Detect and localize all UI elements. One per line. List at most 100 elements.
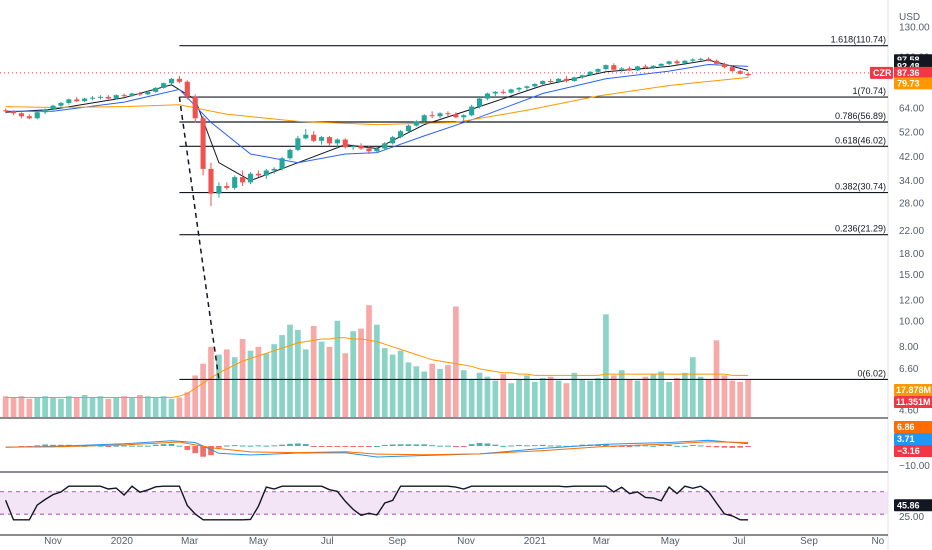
macd-histogram-bar (674, 445, 680, 447)
volume-bar (310, 326, 317, 417)
candle-body (658, 63, 664, 66)
macd-histogram-bar (429, 445, 435, 447)
candle-body (216, 186, 222, 194)
candle-body (66, 99, 72, 103)
volume-bar (603, 314, 609, 417)
volume-bar (697, 376, 704, 417)
macd-histogram-bar (271, 445, 278, 447)
volume-bar (302, 349, 309, 417)
macd-histogram-bar (531, 445, 538, 447)
candle-body (350, 145, 356, 148)
volume-bar (555, 380, 562, 417)
volume-bar (137, 394, 143, 417)
candle-body (319, 137, 325, 141)
volume-ma-line (5, 337, 749, 398)
macd-histogram-bar (603, 444, 609, 446)
candle-body (342, 139, 348, 148)
volume-bar (10, 397, 17, 417)
candle-body (398, 131, 404, 138)
macd-tag-text: 3.71 (897, 434, 915, 444)
volume-bar (42, 396, 48, 417)
macd-histogram-bar (310, 446, 317, 447)
candle-body (524, 86, 530, 88)
macd-histogram-bar (247, 445, 254, 447)
time-tick-label: Sep (800, 536, 818, 547)
macd-histogram-bar (650, 445, 657, 447)
fib-level-label: 0.786(56.89) (835, 111, 886, 121)
volume-bar (508, 383, 514, 417)
volume-bar (168, 398, 175, 417)
volume-bar (223, 349, 230, 417)
macd-histogram-bar (168, 443, 175, 446)
candle-body (3, 110, 9, 112)
volume-bar (421, 371, 428, 417)
candle-body (729, 67, 735, 72)
macd-histogram-bar (184, 446, 191, 450)
volume-bar (524, 375, 530, 417)
price-tick-label: 12.00 (899, 295, 924, 306)
volume-bar (216, 354, 222, 417)
candle-body (145, 91, 151, 95)
volume-bar (610, 375, 617, 417)
candle-body (326, 137, 333, 144)
volume-tag-box (894, 396, 932, 408)
time-tick-label: 2021 (524, 536, 547, 547)
macd-histogram-bar (105, 446, 112, 447)
candle-body (437, 113, 443, 117)
macd-signal-line (5, 441, 749, 456)
volume-bar (121, 396, 127, 417)
volume-tag-text: 17.878M (896, 385, 931, 395)
volume-bar (192, 375, 199, 417)
volume-bar (105, 398, 112, 417)
ticker-tag-box (870, 66, 893, 79)
volume-bar (73, 397, 80, 417)
macd-histogram-bar (634, 445, 641, 447)
volume-bar (539, 378, 546, 417)
price-tick-label: 34.00 (899, 176, 924, 187)
volume-bar (579, 379, 586, 417)
macd-histogram-bar (326, 446, 333, 447)
macd-histogram-bar (737, 446, 744, 448)
macd-histogram-bar (318, 446, 325, 447)
currency-label: USD (899, 12, 920, 23)
volume-bar (666, 381, 672, 417)
volume-bar (26, 398, 33, 417)
macd-histogram-bar (539, 444, 546, 446)
candle-body (500, 91, 506, 93)
candle-body (113, 95, 119, 99)
macd-histogram-bar (295, 443, 301, 446)
macd-histogram-bar (366, 446, 372, 447)
macd-histogram-bar (208, 446, 214, 456)
candle-body (587, 71, 593, 76)
candle-body (429, 115, 435, 117)
candle-body (50, 105, 56, 110)
volume-layer (2, 305, 751, 417)
volume-bar (97, 396, 104, 417)
macd-histogram-bar (468, 444, 475, 446)
macd-line (5, 439, 749, 458)
volume-bar (721, 375, 728, 417)
macd-histogram-bar (200, 446, 206, 457)
macd-histogram-bar (476, 442, 483, 446)
macd-histogram-bar (500, 445, 507, 447)
macd-histogram-bar (595, 444, 601, 446)
candle-body (18, 113, 24, 117)
macd-histogram-bar (223, 445, 230, 447)
macd-panel: 6.86 3.71 −3.16 −10.00 (5, 421, 932, 472)
fib-level-label: 0.382(30.74) (835, 182, 886, 192)
rsi-tag-text: 45.86 (897, 500, 920, 510)
volume-bar (89, 397, 96, 417)
volume-bar (674, 378, 680, 417)
volume-bar (144, 396, 151, 417)
price-tag-text: 79.73 (897, 78, 920, 88)
macd-histogram-bar (421, 444, 428, 446)
candle-body (184, 81, 190, 97)
time-tick-label: Jul (321, 536, 334, 547)
volume-bar (2, 396, 9, 417)
time-tick-label: May (661, 536, 680, 547)
macd-histogram-bar (263, 445, 270, 447)
price-tag-text: 97.58 (897, 55, 920, 65)
volume-bar (326, 346, 333, 417)
fib-level-label: 1(70.74) (852, 86, 886, 96)
